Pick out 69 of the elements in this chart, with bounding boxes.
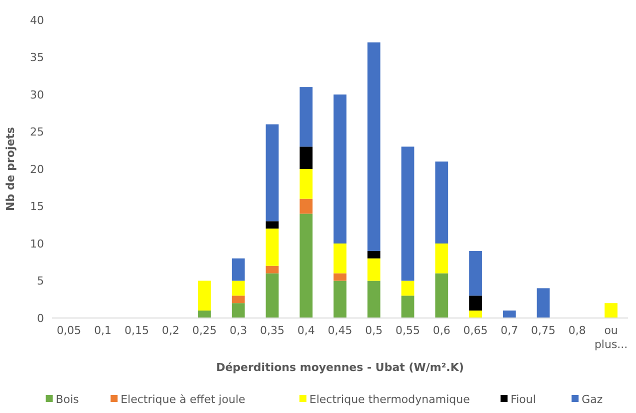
bar [435, 273, 448, 318]
bar [469, 296, 482, 311]
bar [198, 280, 211, 311]
y-tick-label: 10 [30, 237, 44, 250]
bar [367, 42, 380, 251]
x-tick-label: 0,35 [260, 324, 284, 337]
bar [232, 258, 245, 281]
y-tick-label: 20 [30, 162, 44, 176]
bar [300, 214, 313, 318]
x-tick-label: 0,15 [124, 324, 149, 337]
y-tick-label: 30 [30, 88, 44, 102]
bar [334, 244, 346, 274]
y-tick-label: 15 [30, 200, 44, 214]
y-tick-label: 5 [37, 274, 44, 288]
bar [334, 273, 346, 281]
y-tick-label: 35 [30, 51, 44, 64]
bar [334, 94, 346, 244]
bar [401, 280, 414, 296]
x-tick-label: 0,6 [432, 324, 450, 337]
legend-label: Electrique à effet joule [120, 393, 246, 406]
bar [401, 296, 414, 318]
x-tick-label: 0,7 [500, 324, 518, 337]
bar [266, 228, 279, 266]
bar [435, 162, 448, 244]
bar [300, 87, 313, 147]
x-tick-label: 0,5 [365, 324, 383, 337]
bar [266, 273, 279, 318]
bar [232, 296, 245, 304]
x-tick-label: ou plus... [594, 324, 628, 351]
bar [367, 280, 380, 318]
bar [266, 221, 279, 229]
bar [266, 124, 279, 222]
x-tick-label: 0,65 [463, 324, 488, 337]
x-tick-label: 0,55 [396, 324, 420, 337]
x-tick-label: 0,2 [162, 324, 180, 337]
bar [300, 198, 313, 214]
x-tick-label: 0,25 [192, 324, 217, 337]
bar [232, 303, 245, 318]
bar [435, 244, 448, 274]
x-tick-label: 0,4 [297, 324, 315, 337]
bar [604, 303, 618, 318]
x-axis-title: Déperditions moyennes - Ubat (W/m².K) [216, 361, 464, 374]
bar [502, 310, 516, 318]
bar [300, 146, 313, 169]
bar [367, 250, 380, 258]
x-tick-label: 0,75 [531, 324, 556, 337]
y-tick-label: 25 [30, 126, 44, 139]
bar [232, 280, 245, 296]
bar [334, 280, 346, 318]
bar [469, 250, 482, 296]
x-tick-label: 0,8 [568, 324, 586, 337]
legend-label: Gaz [582, 393, 603, 406]
bar [300, 169, 313, 199]
y-axis-title: Nb de projets [4, 126, 17, 211]
bar [266, 266, 279, 274]
bar [401, 146, 414, 281]
bar [367, 258, 380, 281]
bar [198, 310, 211, 318]
x-tick-label: 0,05 [56, 324, 82, 337]
bar [536, 288, 550, 318]
bar [469, 310, 482, 318]
y-tick-label: 0 [37, 312, 44, 325]
legend-label: Electrique thermodynamique [309, 393, 470, 406]
x-tick-label: 0,3 [230, 324, 248, 337]
y-tick-label: 40 [30, 14, 44, 27]
x-tick-label: 0,45 [328, 324, 352, 337]
x-tick-label: 0,1 [94, 324, 112, 337]
legend-label: Fioul [510, 393, 536, 406]
legend-label: Bois [56, 393, 80, 406]
